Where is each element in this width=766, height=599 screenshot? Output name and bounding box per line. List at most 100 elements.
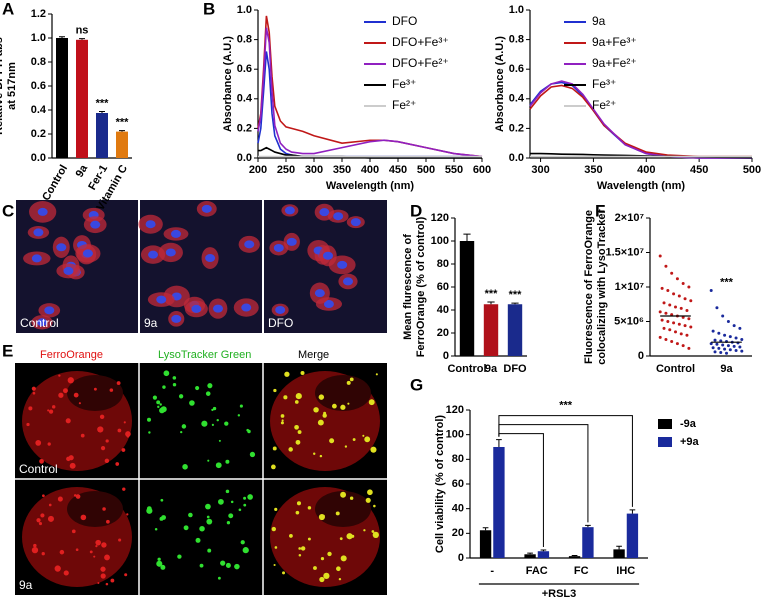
x-tick-label: 250: [277, 164, 295, 176]
vesicle: [295, 439, 301, 445]
nucleus: [273, 243, 284, 252]
nucleus: [201, 204, 212, 213]
vesicle: [224, 421, 229, 426]
image-label: Control: [19, 462, 58, 476]
vesicle: [239, 404, 243, 408]
y-axis-label: Cell viability (% of control): [434, 415, 446, 553]
nucleus: [275, 305, 286, 314]
vesicle: [105, 439, 109, 443]
error-bar: [463, 233, 471, 241]
vesicle: [97, 426, 104, 433]
vesicle: [116, 381, 121, 385]
vesicle: [126, 434, 130, 438]
vesicle: [181, 424, 187, 429]
nucleus: [63, 266, 74, 275]
dot: [660, 286, 664, 290]
x-tick-label: Control: [447, 363, 486, 375]
vesicle: [100, 566, 106, 572]
vesicle: [372, 531, 379, 539]
vesicle: [163, 370, 170, 377]
y-tick-label: 100: [446, 429, 464, 441]
vesicle: [156, 400, 161, 405]
nucleus: [342, 277, 353, 286]
vesicle: [33, 543, 37, 548]
bar: [568, 556, 581, 558]
nucleus: [67, 375, 123, 411]
vesicle: [32, 391, 36, 395]
vesicle: [31, 546, 39, 554]
vesicle: [177, 554, 182, 559]
image-label: DFO: [268, 316, 293, 330]
panel-letter: E: [2, 341, 13, 360]
vesicle: [349, 377, 354, 382]
significance-label: ***: [559, 400, 573, 412]
dot: [681, 344, 685, 348]
panel-letter: A: [2, 0, 14, 18]
vesicle: [352, 438, 356, 441]
vesicle: [218, 498, 224, 505]
significance-label: ***: [720, 276, 734, 288]
significance-label: ***: [485, 288, 499, 300]
vesicle: [148, 431, 151, 434]
vesicle: [205, 391, 211, 396]
vesicle: [225, 489, 230, 494]
vesicle: [58, 392, 64, 398]
vesicle: [295, 510, 300, 515]
comparison-bracket: [498, 433, 544, 547]
x-tick-label: 550: [445, 164, 463, 176]
dot: [719, 339, 723, 343]
bar: [524, 554, 536, 558]
nucleus: [165, 248, 176, 257]
y-tick-label: 40: [437, 304, 449, 316]
panel-letter: C: [2, 201, 14, 220]
vesicle: [75, 548, 79, 552]
y-tick-label: 1.0: [31, 32, 46, 44]
error-bar: [482, 527, 489, 531]
vesicle: [159, 403, 162, 406]
vesicle: [335, 511, 340, 516]
vesicle: [207, 459, 210, 462]
bar: [493, 447, 505, 558]
vesicle: [367, 489, 373, 496]
nucleus: [171, 314, 182, 323]
vesicle: [283, 395, 288, 400]
vesicle: [199, 525, 205, 532]
legend-swatch: [658, 437, 672, 447]
vesicle: [126, 513, 129, 516]
vesicle: [99, 414, 105, 420]
dot: [721, 343, 725, 347]
dot: [723, 347, 727, 351]
nucleus: [350, 218, 361, 227]
dot: [687, 317, 691, 321]
vesicle: [238, 508, 242, 512]
vesicle: [39, 458, 44, 464]
vesicle: [344, 445, 348, 448]
dot: [734, 348, 738, 352]
dot: [715, 306, 719, 310]
error-bar: [496, 439, 502, 447]
dot: [713, 350, 717, 354]
dot: [666, 320, 670, 323]
vesicle: [162, 385, 166, 389]
vesicle: [332, 403, 337, 409]
line: [529, 84, 752, 158]
vesicle: [157, 557, 161, 561]
vesicle: [362, 434, 365, 437]
dot: [668, 328, 672, 332]
vesicle: [323, 572, 330, 579]
legend-label: Fe²⁺: [592, 98, 616, 112]
dot: [734, 336, 738, 340]
vesicle: [100, 446, 106, 451]
vesicle: [41, 552, 45, 556]
vesicle: [226, 521, 231, 525]
nucleus: [33, 228, 44, 237]
vesicle: [59, 549, 65, 555]
error-bar: [527, 552, 533, 555]
vesicle: [225, 562, 231, 568]
vesicle: [237, 414, 241, 417]
vesicle: [160, 406, 167, 413]
vesicle: [110, 578, 115, 583]
x-tick-label: 350: [333, 164, 351, 176]
vesicle: [234, 563, 240, 570]
error-bar: [59, 36, 65, 38]
